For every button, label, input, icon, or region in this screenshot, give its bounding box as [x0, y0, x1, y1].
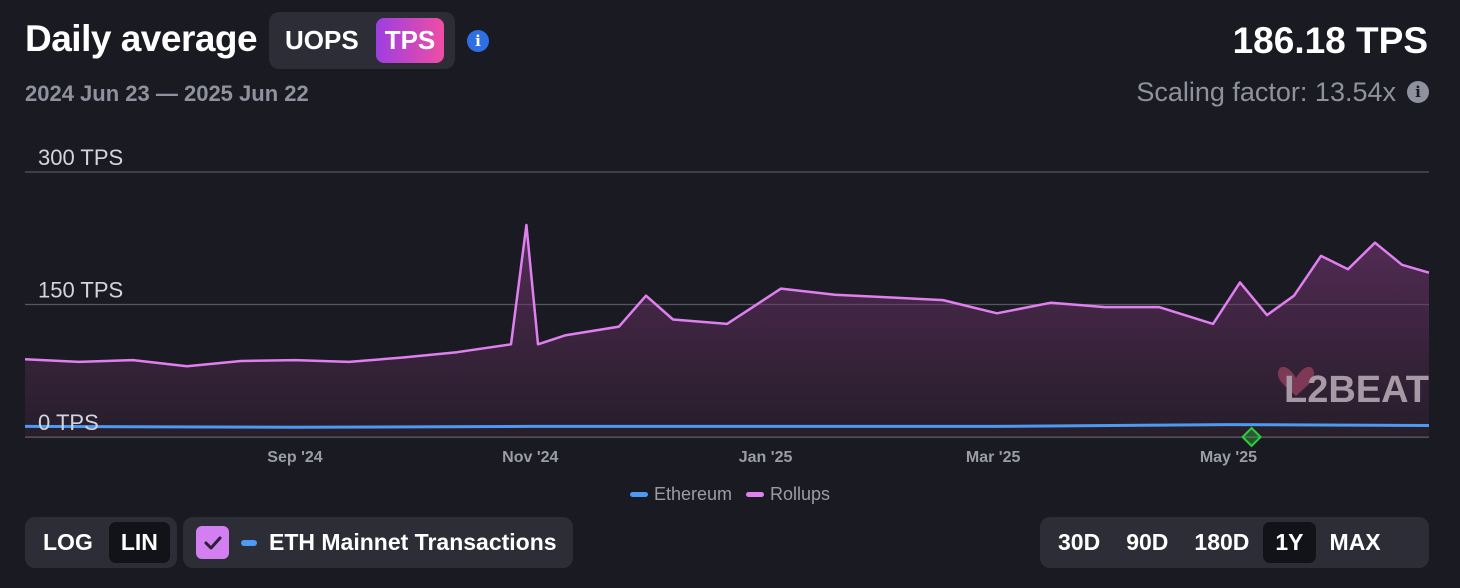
- green-diamond-marker-icon[interactable]: [1241, 426, 1262, 448]
- legend-item-ethereum[interactable]: Ethereum: [629, 484, 732, 505]
- log-button[interactable]: LOG: [43, 529, 93, 555]
- range-90d-button[interactable]: 90D: [1126, 529, 1169, 555]
- y-tick-label: 300 TPS: [38, 145, 123, 170]
- chart-legend: Ethereum Rollups: [0, 484, 1460, 505]
- eth-mainnet-swatch: [241, 539, 257, 546]
- y-tick-label: 0 TPS: [38, 410, 99, 435]
- x-tick-label: May '25: [1200, 449, 1257, 466]
- rollups-swatch: [746, 492, 764, 497]
- x-tick-label: Jan '25: [739, 449, 793, 466]
- legend-item-rollups[interactable]: Rollups: [746, 484, 830, 505]
- legend-label-ethereum: Ethereum: [653, 484, 732, 504]
- ethereum-swatch: [629, 492, 648, 497]
- lin-button[interactable]: LIN: [108, 522, 170, 563]
- eth-mainnet-toggle[interactable]: ETH Mainnet Transactions: [183, 517, 573, 568]
- metric-toggle: UOPS TPS: [269, 12, 455, 69]
- uops-button[interactable]: UOPS: [285, 25, 359, 55]
- x-tick-label: Mar '25: [966, 449, 1021, 466]
- y-tick-label: 150 TPS: [38, 278, 123, 303]
- ethereum-series-line: [24, 423, 1430, 429]
- range-1y-button[interactable]: 1Y: [1263, 522, 1316, 563]
- rollups-area: [25, 225, 1429, 437]
- l2beat-watermark: L2BEAT: [1278, 366, 1429, 411]
- eth-mainnet-checkbox[interactable]: [196, 526, 229, 559]
- eth-mainnet-label: ETH Mainnet Transactions: [269, 529, 557, 555]
- range-max-button[interactable]: MAX: [1329, 529, 1381, 555]
- x-tick-label: Sep '24: [267, 449, 322, 466]
- date-range: 2024 Jun 23 — 2025 Jun 22: [25, 81, 309, 106]
- current-value: 186.18 TPS: [1232, 20, 1428, 61]
- legend-label-rollups: Rollups: [770, 484, 831, 504]
- x-tick-label: Nov '24: [502, 449, 558, 466]
- range-30d-button[interactable]: 30D: [1058, 529, 1101, 555]
- chart-title: Daily average: [25, 18, 258, 59]
- time-range-toggle: 30D 90D 180D 1Y MAX: [1040, 517, 1429, 568]
- scale-toggle: LOG LIN: [25, 517, 177, 568]
- heart-icon: [1278, 366, 1314, 396]
- range-180d-button[interactable]: 180D: [1194, 529, 1250, 555]
- scaling-factor: Scaling factor: 13.54x: [1136, 77, 1396, 107]
- scaling-info-icon[interactable]: i: [1407, 81, 1429, 103]
- checkmark-icon: [204, 536, 221, 549]
- svg-text:L2BEAT: L2BEAT: [1284, 369, 1429, 411]
- tps-button[interactable]: TPS: [375, 18, 445, 63]
- rollups-series-line: [24, 223, 1430, 368]
- tps-chart: 0 TPS 150 TPS 300 TPS Sep '24 Nov '24 Jan '2…: [24, 145, 1430, 466]
- info-icon[interactable]: i: [467, 30, 489, 52]
